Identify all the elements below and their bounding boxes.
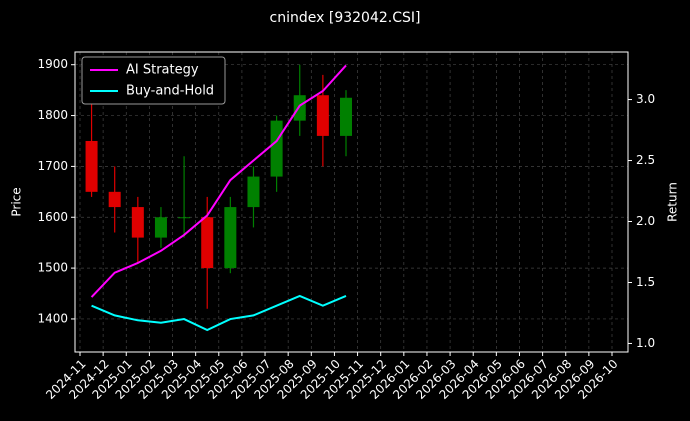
candle-body — [224, 207, 237, 269]
legend-label: Buy-and-Hold — [126, 84, 214, 99]
legend: AI Strategy Buy-and-Hold — [81, 56, 226, 105]
candle-body — [340, 97, 352, 136]
y-tick-label: 1600 — [37, 210, 68, 224]
legend-box — [81, 56, 226, 105]
candle-body — [316, 95, 329, 136]
y2-axis-label: Return — [666, 182, 680, 222]
candle-body — [270, 120, 283, 177]
candle-body — [247, 176, 260, 208]
y-axis-label: Price — [10, 187, 24, 216]
candle-body — [108, 191, 121, 208]
candle-body — [178, 217, 191, 219]
y-tick-label: 1400 — [37, 311, 68, 325]
y-tick-label: 1700 — [37, 159, 68, 173]
return-line — [90, 64, 347, 298]
candle-body — [293, 95, 306, 121]
y2-tick-label: 2.5 — [636, 153, 655, 167]
candle-body — [154, 217, 167, 238]
plot-frame — [74, 51, 629, 353]
y-tick-label: 1500 — [37, 261, 68, 275]
chart-title: cnindex [932042.CSI] — [270, 10, 421, 26]
legend-label: AI Strategy — [126, 63, 199, 78]
y2-tick-label: 1.0 — [636, 336, 655, 350]
y-tick-label: 1900 — [37, 57, 68, 71]
y2-tick-label: 2.0 — [636, 214, 655, 228]
candle-body — [201, 217, 214, 269]
return-line — [91, 294, 347, 332]
candle-body — [131, 207, 144, 238]
y2-tick-label: 1.5 — [636, 275, 655, 289]
y2-tick-label: 3.0 — [636, 92, 655, 106]
candle-body — [85, 140, 98, 192]
y-tick-label: 1800 — [37, 108, 68, 122]
